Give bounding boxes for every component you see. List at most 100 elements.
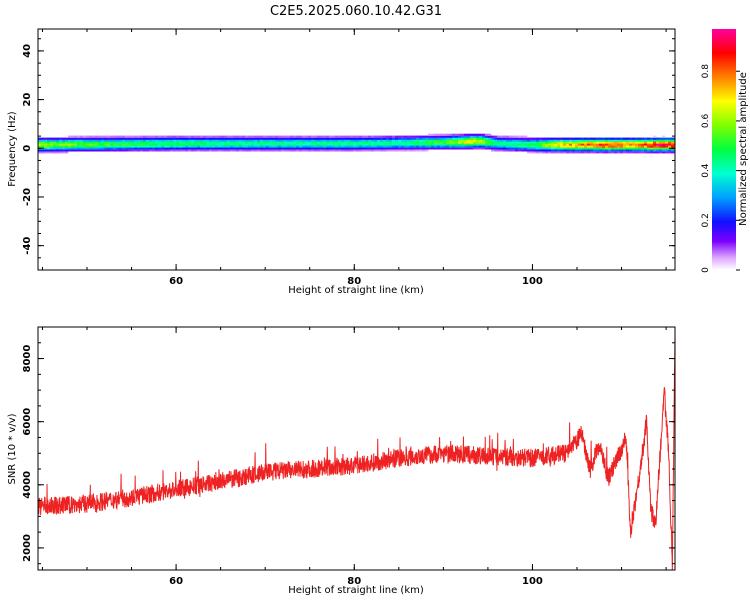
heatmap-cell: [311, 149, 315, 152]
heatmap-cell: [404, 149, 408, 152]
heatmap-cell: [215, 141, 219, 144]
heatmap-cell: [404, 137, 408, 140]
heatmap-cell: [527, 145, 531, 148]
heatmap-cell: [482, 145, 486, 148]
heatmap-cell: [479, 147, 483, 150]
heatmap-cell: [362, 149, 366, 152]
heatmap-cell: [452, 133, 456, 136]
heatmap-cell: [443, 133, 447, 136]
heatmap-cell: [350, 147, 354, 150]
heatmap-cell: [575, 137, 579, 140]
heatmap-cell: [41, 137, 45, 140]
heatmap-cell: [533, 141, 537, 144]
heatmap-cell: [338, 143, 342, 146]
heatmap-cell: [137, 143, 141, 146]
heatmap-cell: [284, 135, 288, 138]
y-tick-label: 20: [22, 93, 33, 107]
heatmap-cell: [551, 145, 555, 148]
heatmap-cell: [359, 145, 363, 148]
heatmap-cell: [515, 141, 519, 144]
heatmap-cell: [539, 151, 543, 154]
heatmap-cell: [221, 143, 225, 146]
heatmap-cell: [407, 135, 411, 138]
heatmap-cell: [431, 147, 435, 150]
heatmap-cell: [377, 139, 381, 142]
heatmap-cell: [89, 135, 93, 138]
heatmap-cell: [218, 137, 222, 140]
heatmap-cell: [440, 135, 444, 138]
heatmap-cell: [608, 143, 612, 146]
heatmap-cell: [320, 147, 324, 150]
heatmap-cell: [584, 139, 588, 142]
heatmap-cell: [347, 139, 351, 142]
heatmap-cell: [104, 147, 108, 150]
heatmap-cell: [272, 147, 276, 150]
heatmap-cell: [296, 145, 300, 148]
heatmap-cell: [416, 149, 420, 152]
heatmap-cell: [368, 139, 372, 142]
heatmap-cell: [260, 145, 264, 148]
heatmap-cell: [599, 141, 603, 144]
heatmap-cell: [77, 137, 81, 140]
heatmap-cell: [443, 135, 447, 138]
heatmap-cell: [503, 149, 507, 152]
heatmap-cell: [620, 145, 624, 148]
heatmap-cell: [218, 135, 222, 138]
heatmap-cell: [275, 137, 279, 140]
heatmap-cell: [635, 137, 639, 140]
heatmap-cell: [62, 151, 66, 154]
heatmap-cell: [365, 141, 369, 144]
heatmap-cell: [443, 137, 447, 140]
heatmap-cell: [545, 149, 549, 152]
heatmap-cell: [338, 135, 342, 138]
heatmap-cell: [245, 139, 249, 142]
heatmap-cell: [194, 135, 198, 138]
heatmap-cell: [278, 135, 282, 138]
heatmap-cell: [356, 135, 360, 138]
heatmap-cell: [182, 147, 186, 150]
heatmap-cell: [104, 145, 108, 148]
heatmap-cell: [632, 143, 636, 146]
heatmap-cell: [320, 143, 324, 146]
heatmap-cell: [551, 149, 555, 152]
heatmap-cell: [221, 139, 225, 142]
heatmap-cell: [464, 147, 468, 150]
heatmap-cell: [248, 147, 252, 150]
colorbar-gradient: [712, 29, 736, 270]
heatmap-cell: [161, 139, 165, 142]
heatmap-cell: [89, 143, 93, 146]
heatmap-cell: [578, 137, 582, 140]
heatmap-cell: [611, 143, 615, 146]
heatmap-cell: [311, 137, 315, 140]
heatmap-cell: [305, 135, 309, 138]
heatmap-cell: [296, 147, 300, 150]
heatmap-cell: [569, 143, 573, 146]
heatmap-cell: [545, 141, 549, 144]
heatmap-cell: [98, 137, 102, 140]
heatmap-cell: [545, 139, 549, 142]
heatmap-cell: [107, 135, 111, 138]
heatmap-cell: [95, 137, 99, 140]
heatmap-cell: [635, 145, 639, 148]
heatmap-cell: [590, 141, 594, 144]
heatmap-cell: [197, 137, 201, 140]
heatmap-cell: [431, 135, 435, 138]
heatmap-cell: [44, 149, 48, 152]
heatmap-cell: [329, 145, 333, 148]
heatmap-cell: [572, 143, 576, 146]
heatmap-cell: [665, 149, 669, 152]
heatmap-cell: [434, 141, 438, 144]
heatmap-cell: [626, 137, 630, 140]
heatmap-cell: [71, 149, 75, 152]
heatmap-cell: [41, 149, 45, 152]
heatmap-cell: [395, 149, 399, 152]
heatmap-cell: [470, 133, 474, 136]
heatmap-cell: [623, 141, 627, 144]
heatmap-cell: [314, 139, 318, 142]
heatmap-cell: [191, 141, 195, 144]
heatmap-cell: [470, 141, 474, 144]
heatmap-cell: [254, 141, 258, 144]
heatmap-cell: [89, 137, 93, 140]
heatmap-cell: [356, 145, 360, 148]
heatmap-cell: [506, 147, 510, 150]
